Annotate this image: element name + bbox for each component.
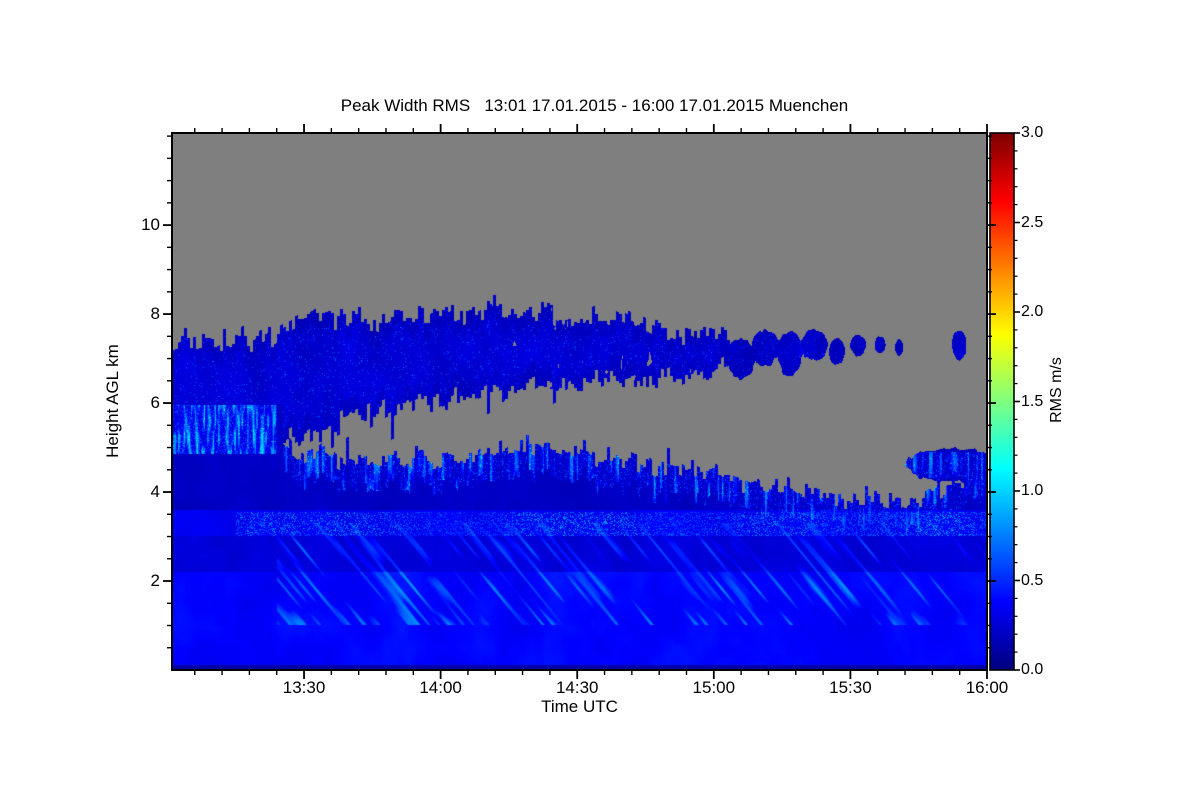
y-tick-label: 6 bbox=[150, 393, 160, 413]
colorbar-gradient bbox=[990, 133, 1014, 670]
y-tick-label: 4 bbox=[150, 482, 160, 502]
x-tick-label: 15:00 bbox=[692, 678, 736, 697]
chart-title: Peak Width RMS 13:01 17.01.2015 - 16:00 … bbox=[340, 96, 849, 115]
x-axis-title: Time UTC bbox=[541, 697, 618, 716]
colorbar-tick-label: 1.5 bbox=[1021, 392, 1044, 410]
colorbar-tick-label: 1.0 bbox=[1021, 482, 1044, 499]
colorbar-tick-label: 3.0 bbox=[1021, 124, 1044, 141]
x-tick-label: 15:30 bbox=[829, 678, 872, 697]
y-tick-label: 2 bbox=[150, 571, 160, 591]
x-tick-label: 14:30 bbox=[555, 678, 599, 697]
y-tick-label: 8 bbox=[150, 304, 160, 324]
y-axis-title: Height AGL km bbox=[103, 344, 122, 458]
colorbar-tick-label: 2.5 bbox=[1021, 213, 1044, 231]
colorbar-tick-label: 0.0 bbox=[1021, 661, 1044, 678]
colorbar-tick-label: 2.0 bbox=[1021, 303, 1044, 320]
colorbar-title: RMS m/s bbox=[1048, 357, 1065, 423]
x-tick-label: 13:30 bbox=[282, 678, 326, 697]
colorbar-tick-label: 0.5 bbox=[1021, 571, 1044, 589]
x-tick-label: 16:00 bbox=[965, 678, 1009, 697]
heatmap-canvas bbox=[172, 133, 987, 670]
y-tick-label: 10 bbox=[141, 215, 160, 235]
x-tick-label: 14:00 bbox=[419, 678, 462, 697]
